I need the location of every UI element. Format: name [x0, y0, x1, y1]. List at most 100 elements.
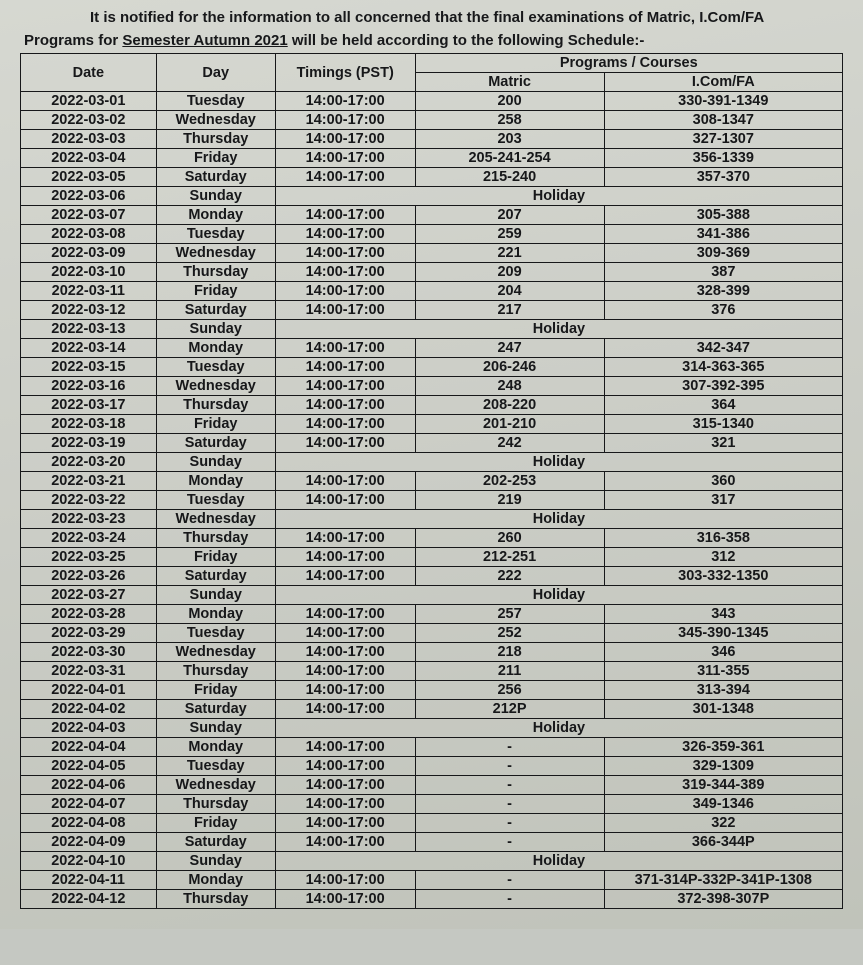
cell-day: Saturday [156, 567, 275, 586]
cell-day: Tuesday [156, 358, 275, 377]
cell-icom: 313-394 [604, 681, 842, 700]
cell-day: Sunday [156, 187, 275, 206]
cell-icom: 345-390-1345 [604, 624, 842, 643]
cell-icom: 301-1348 [604, 700, 842, 719]
cell-matric: 203 [415, 130, 604, 149]
cell-date: 2022-04-11 [21, 871, 157, 890]
cell-timing: 14:00-17:00 [275, 377, 415, 396]
cell-timing: 14:00-17:00 [275, 339, 415, 358]
cell-icom: 327-1307 [604, 130, 842, 149]
cell-day: Monday [156, 472, 275, 491]
cell-timing: 14:00-17:00 [275, 757, 415, 776]
cell-day: Tuesday [156, 491, 275, 510]
cell-day: Wednesday [156, 111, 275, 130]
table-row: 2022-04-08Friday14:00-17:00-322 [21, 814, 843, 833]
cell-timing: 14:00-17:00 [275, 776, 415, 795]
cell-day: Monday [156, 206, 275, 225]
cell-timing: 14:00-17:00 [275, 890, 415, 909]
notice-line-1: It is notified for the information to al… [20, 8, 843, 32]
cell-day: Thursday [156, 396, 275, 415]
table-row: 2022-03-30Wednesday14:00-17:00218346 [21, 643, 843, 662]
cell-matric: - [415, 814, 604, 833]
cell-timing: 14:00-17:00 [275, 168, 415, 187]
table-row: 2022-03-16Wednesday14:00-17:00248307-392… [21, 377, 843, 396]
cell-date: 2022-03-23 [21, 510, 157, 529]
cell-day: Thursday [156, 529, 275, 548]
table-row: 2022-03-14Monday14:00-17:00247342-347 [21, 339, 843, 358]
table-row: 2022-04-11Monday14:00-17:00-371-314P-332… [21, 871, 843, 890]
col-header-programs: Programs / Courses [415, 54, 842, 73]
cell-matric: 218 [415, 643, 604, 662]
schedule-table: Date Day Timings (PST) Programs / Course… [20, 53, 843, 909]
cell-day: Thursday [156, 662, 275, 681]
cell-date: 2022-03-09 [21, 244, 157, 263]
schedule-table-body: 2022-03-01Tuesday14:00-17:00200330-391-1… [21, 92, 843, 909]
table-row: 2022-03-07Monday14:00-17:00207305-388 [21, 206, 843, 225]
cell-icom: 330-391-1349 [604, 92, 842, 111]
cell-matric: - [415, 833, 604, 852]
cell-date: 2022-03-28 [21, 605, 157, 624]
cell-holiday: Holiday [275, 510, 842, 529]
cell-day: Sunday [156, 453, 275, 472]
cell-holiday: Holiday [275, 719, 842, 738]
cell-date: 2022-03-07 [21, 206, 157, 225]
table-row: 2022-03-21Monday14:00-17:00202-253360 [21, 472, 843, 491]
cell-icom: 317 [604, 491, 842, 510]
cell-icom: 329-1309 [604, 757, 842, 776]
cell-matric: 217 [415, 301, 604, 320]
cell-day: Tuesday [156, 757, 275, 776]
cell-icom: 309-369 [604, 244, 842, 263]
notice-line-2b: will be held according to the following … [288, 32, 645, 49]
cell-day: Wednesday [156, 244, 275, 263]
table-row: 2022-03-28Monday14:00-17:00257343 [21, 605, 843, 624]
cell-timing: 14:00-17:00 [275, 624, 415, 643]
cell-date: 2022-04-08 [21, 814, 157, 833]
cell-date: 2022-04-06 [21, 776, 157, 795]
table-row: 2022-04-02Saturday14:00-17:00212P301-134… [21, 700, 843, 719]
cell-matric: 258 [415, 111, 604, 130]
cell-timing: 14:00-17:00 [275, 529, 415, 548]
table-row: 2022-04-06Wednesday14:00-17:00-319-344-3… [21, 776, 843, 795]
cell-day: Thursday [156, 890, 275, 909]
cell-day: Friday [156, 681, 275, 700]
cell-timing: 14:00-17:00 [275, 415, 415, 434]
cell-matric: 259 [415, 225, 604, 244]
cell-timing: 14:00-17:00 [275, 491, 415, 510]
cell-timing: 14:00-17:00 [275, 567, 415, 586]
cell-timing: 14:00-17:00 [275, 833, 415, 852]
cell-date: 2022-04-03 [21, 719, 157, 738]
table-row: 2022-04-10SundayHoliday [21, 852, 843, 871]
schedule-table-head: Date Day Timings (PST) Programs / Course… [21, 54, 843, 92]
table-row: 2022-04-07Thursday14:00-17:00-349-1346 [21, 795, 843, 814]
cell-day: Thursday [156, 263, 275, 282]
cell-day: Tuesday [156, 92, 275, 111]
cell-date: 2022-04-07 [21, 795, 157, 814]
cell-icom: 307-392-395 [604, 377, 842, 396]
cell-day: Friday [156, 814, 275, 833]
table-row: 2022-03-13SundayHoliday [21, 320, 843, 339]
cell-timing: 14:00-17:00 [275, 358, 415, 377]
cell-icom: 343 [604, 605, 842, 624]
cell-matric: - [415, 890, 604, 909]
cell-date: 2022-04-02 [21, 700, 157, 719]
cell-matric: 248 [415, 377, 604, 396]
table-row: 2022-03-01Tuesday14:00-17:00200330-391-1… [21, 92, 843, 111]
cell-timing: 14:00-17:00 [275, 643, 415, 662]
table-row: 2022-03-22Tuesday14:00-17:00219317 [21, 491, 843, 510]
table-row: 2022-03-03Thursday14:00-17:00203327-1307 [21, 130, 843, 149]
cell-matric: 201-210 [415, 415, 604, 434]
cell-icom: 364 [604, 396, 842, 415]
notice-line-2-underlined: Semester Autumn 2021 [122, 32, 287, 49]
cell-day: Friday [156, 548, 275, 567]
table-row: 2022-04-09Saturday14:00-17:00-366-344P [21, 833, 843, 852]
cell-matric: 257 [415, 605, 604, 624]
notice-line-2a: Programs for [24, 32, 122, 49]
cell-matric: 200 [415, 92, 604, 111]
cell-date: 2022-04-10 [21, 852, 157, 871]
table-row: 2022-04-12Thursday14:00-17:00-372-398-30… [21, 890, 843, 909]
cell-matric: 209 [415, 263, 604, 282]
cell-timing: 14:00-17:00 [275, 149, 415, 168]
cell-date: 2022-04-01 [21, 681, 157, 700]
cell-date: 2022-03-01 [21, 92, 157, 111]
cell-timing: 14:00-17:00 [275, 111, 415, 130]
